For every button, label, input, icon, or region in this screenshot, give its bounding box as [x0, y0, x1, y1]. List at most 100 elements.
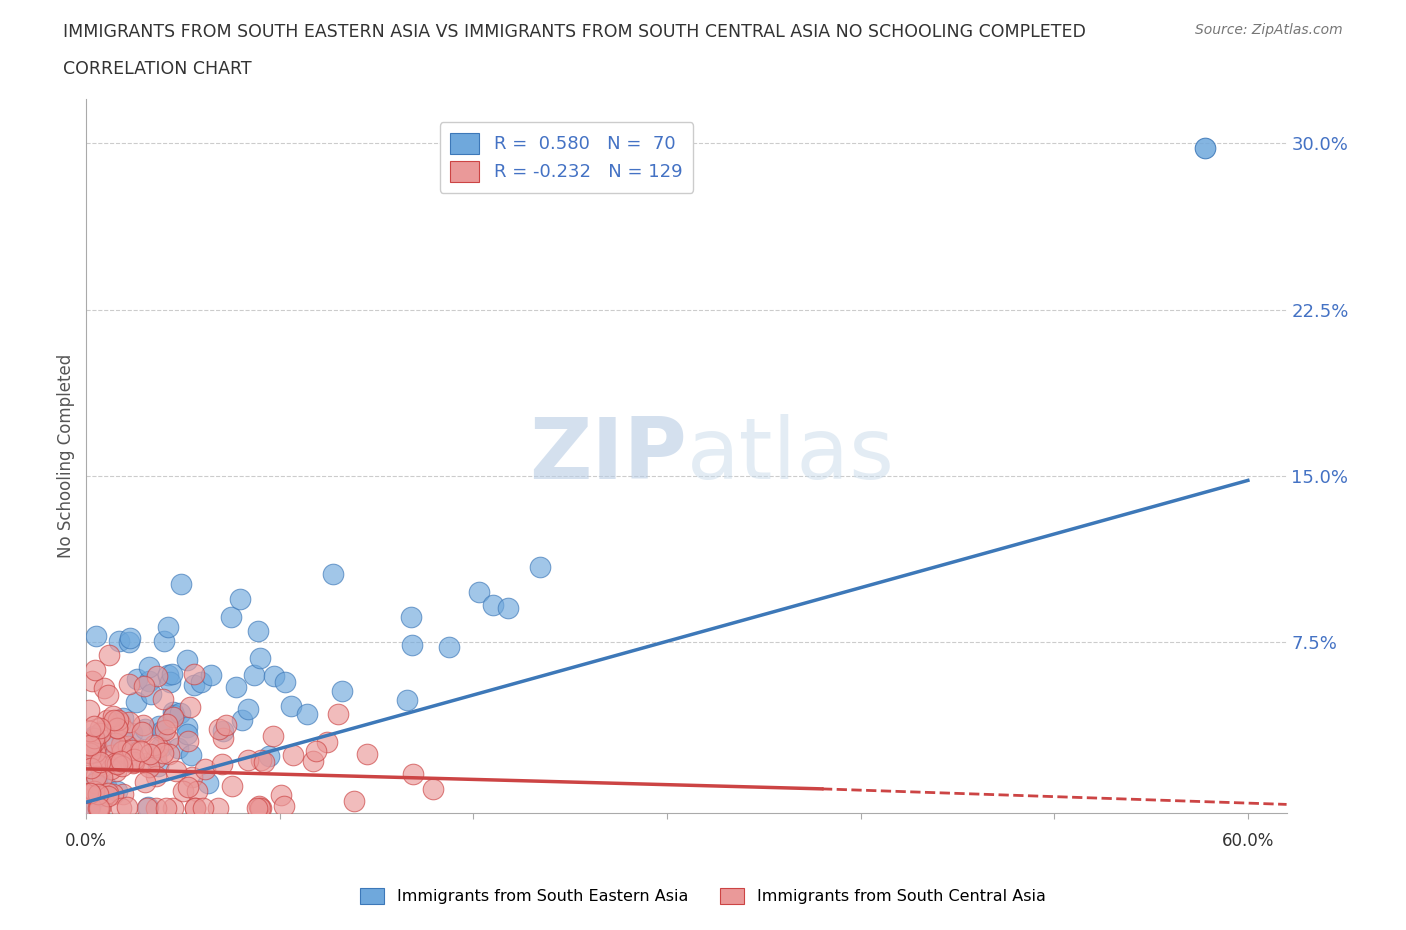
- Point: [273, 799, 295, 814]
- Point: [422, 781, 444, 796]
- Point: [211, 756, 233, 771]
- Point: [112, 722, 135, 737]
- Point: [79, 724, 101, 738]
- Point: [163, 708, 186, 723]
- Point: [87, 801, 110, 816]
- Point: [221, 778, 243, 793]
- Point: [330, 684, 353, 698]
- Point: [156, 668, 179, 683]
- Point: [468, 584, 491, 599]
- Point: [121, 725, 143, 740]
- Point: [89, 754, 111, 769]
- Point: [127, 671, 149, 686]
- Point: [249, 651, 271, 666]
- Point: [322, 567, 344, 582]
- Point: [184, 801, 207, 816]
- Point: [94, 779, 117, 794]
- Point: [83, 744, 105, 759]
- Point: [117, 738, 139, 753]
- Point: [84, 738, 107, 753]
- Point: [401, 637, 423, 652]
- Point: [305, 744, 328, 759]
- Point: [117, 676, 139, 691]
- Point: [437, 640, 460, 655]
- Point: [83, 718, 105, 733]
- Point: [77, 702, 100, 717]
- Point: [139, 747, 162, 762]
- Point: [152, 692, 174, 707]
- Point: [301, 753, 323, 768]
- Point: [194, 762, 217, 777]
- Point: [112, 786, 135, 801]
- Point: [120, 631, 142, 645]
- Point: [124, 755, 146, 770]
- Point: [138, 673, 160, 688]
- Point: [169, 577, 191, 591]
- Point: [79, 786, 101, 801]
- Point: [131, 724, 153, 739]
- Point: [242, 667, 264, 682]
- Text: IMMIGRANTS FROM SOUTH EASTERN ASIA VS IMMIGRANTS FROM SOUTH CENTRAL ASIA NO SCHO: IMMIGRANTS FROM SOUTH EASTERN ASIA VS IM…: [63, 23, 1087, 41]
- Point: [142, 738, 165, 753]
- Text: atlas: atlas: [686, 415, 894, 498]
- Point: [166, 740, 188, 755]
- Point: [91, 769, 114, 784]
- Point: [129, 742, 152, 757]
- Point: [77, 748, 100, 763]
- Point: [177, 779, 200, 794]
- Point: [153, 633, 176, 648]
- Point: [84, 769, 107, 784]
- Point: [105, 756, 128, 771]
- Point: [150, 724, 173, 738]
- Point: [229, 591, 252, 606]
- Point: [215, 717, 238, 732]
- Point: [97, 687, 120, 702]
- Text: Source: ZipAtlas.com: Source: ZipAtlas.com: [1195, 23, 1343, 37]
- Point: [79, 786, 101, 801]
- Point: [145, 769, 167, 784]
- Point: [134, 775, 156, 790]
- Point: [200, 668, 222, 683]
- Point: [146, 739, 169, 754]
- Point: [263, 669, 285, 684]
- Point: [91, 759, 114, 774]
- Point: [79, 799, 101, 814]
- Point: [105, 721, 128, 736]
- Point: [97, 785, 120, 800]
- Point: [86, 772, 108, 787]
- Point: [249, 801, 271, 816]
- Point: [481, 597, 503, 612]
- Legend: R =  0.580   N =  70, R = -0.232   N = 129: R = 0.580 N = 70, R = -0.232 N = 129: [440, 122, 693, 193]
- Point: [356, 746, 378, 761]
- Point: [283, 748, 305, 763]
- Point: [90, 724, 112, 738]
- Point: [110, 754, 132, 769]
- Point: [110, 801, 132, 816]
- Point: [162, 705, 184, 720]
- Point: [183, 678, 205, 693]
- Point: [247, 624, 270, 639]
- Point: [136, 799, 159, 814]
- Point: [221, 610, 243, 625]
- Point: [152, 746, 174, 761]
- Point: [236, 701, 259, 716]
- Point: [156, 716, 179, 731]
- Point: [80, 760, 103, 775]
- Point: [245, 801, 267, 816]
- Point: [207, 801, 229, 816]
- Point: [231, 712, 253, 727]
- Point: [155, 801, 177, 816]
- Point: [496, 601, 519, 616]
- Point: [101, 787, 124, 802]
- Point: [80, 674, 103, 689]
- Point: [162, 709, 184, 724]
- Point: [396, 693, 419, 708]
- Text: CORRELATION CHART: CORRELATION CHART: [63, 60, 252, 78]
- Point: [83, 729, 105, 744]
- Point: [134, 722, 156, 737]
- Point: [280, 698, 302, 713]
- Point: [79, 737, 101, 752]
- Point: [80, 745, 103, 760]
- Point: [104, 755, 127, 770]
- Point: [401, 609, 423, 624]
